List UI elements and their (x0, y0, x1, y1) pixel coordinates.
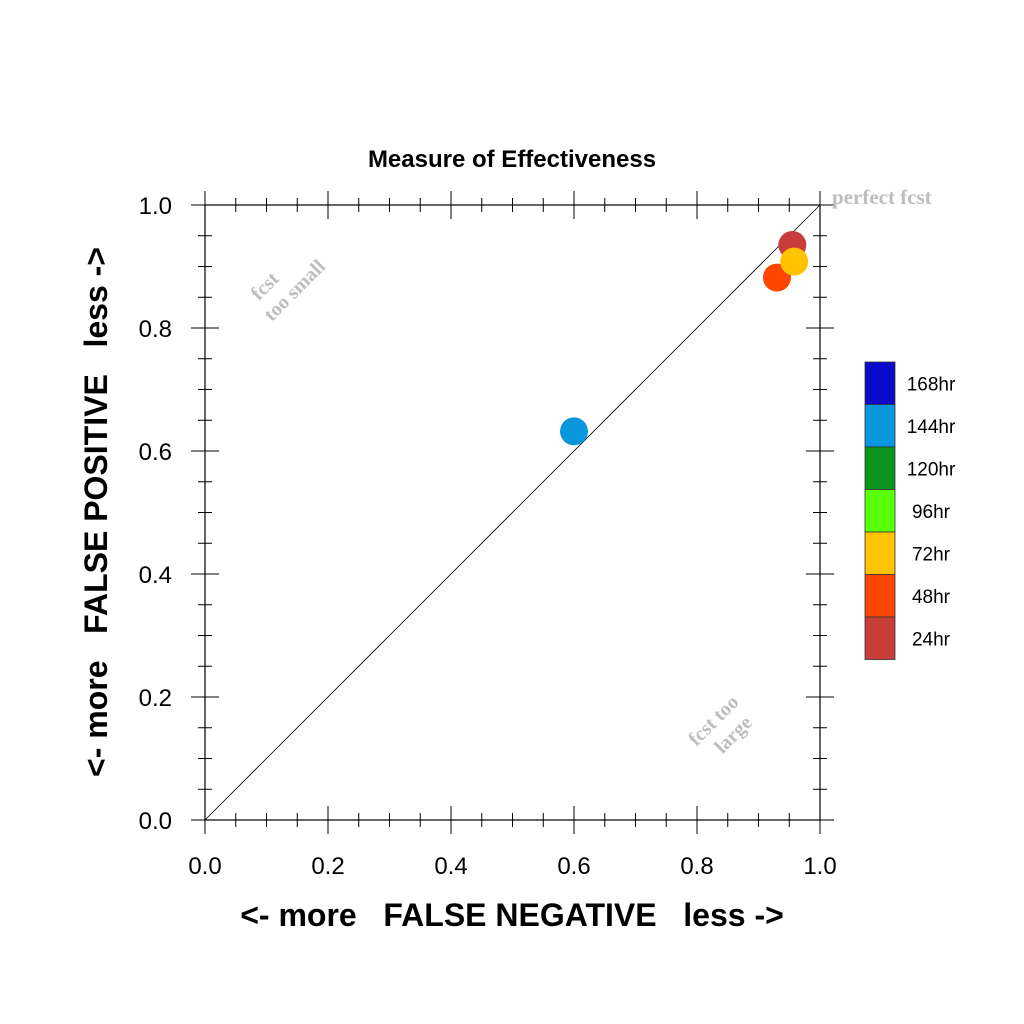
y-tick-label: 1.0 (139, 193, 172, 220)
x-tick-label: 0.0 (188, 853, 221, 880)
legend-swatch-48hr (864, 574, 896, 618)
x-axis-label: <- more FALSE NEGATIVE less -> (240, 897, 784, 933)
point-144hr (560, 417, 588, 446)
diagonal-line (204, 204, 821, 821)
y-tick-label: 0.2 (139, 685, 172, 712)
legend-swatch-144hr (864, 404, 896, 448)
legend-swatch-24hr (864, 616, 896, 660)
x-tick-label: 0.6 (557, 853, 590, 880)
legend-label-24hr: 24hr (912, 629, 951, 650)
y-tick-label: 0.8 (139, 316, 172, 343)
legend-label-96hr: 96hr (912, 502, 951, 523)
legend-swatch-168hr (864, 361, 896, 405)
y-tick-label: 0.6 (139, 439, 172, 466)
legend-swatch-96hr (864, 489, 896, 533)
point-72hr (780, 247, 809, 276)
x-tick-label: 0.4 (434, 853, 467, 880)
legend-label-48hr: 48hr (912, 587, 951, 608)
x-tick-label: 1.0 (803, 853, 836, 880)
perfect-forecast-label: perfect fcst (832, 185, 932, 209)
x-tick-label: 0.2 (311, 853, 344, 880)
legend-label-120hr: 120hr (907, 459, 956, 480)
y-tick-label: 0.4 (139, 562, 172, 589)
legend-label-72hr: 72hr (912, 544, 951, 565)
chart-title: Measure of Effectiveness (368, 146, 656, 173)
legend-swatch-72hr (864, 531, 896, 575)
legend-swatch-120hr (864, 446, 896, 490)
y-axis-label: <- more FALSE POSITIVE less -> (78, 247, 114, 777)
x-tick-label: 0.8 (680, 853, 713, 880)
legend-label-168hr: 168hr (907, 374, 956, 395)
legend-label-144hr: 144hr (907, 417, 956, 438)
y-tick-label: 0.0 (139, 808, 172, 835)
